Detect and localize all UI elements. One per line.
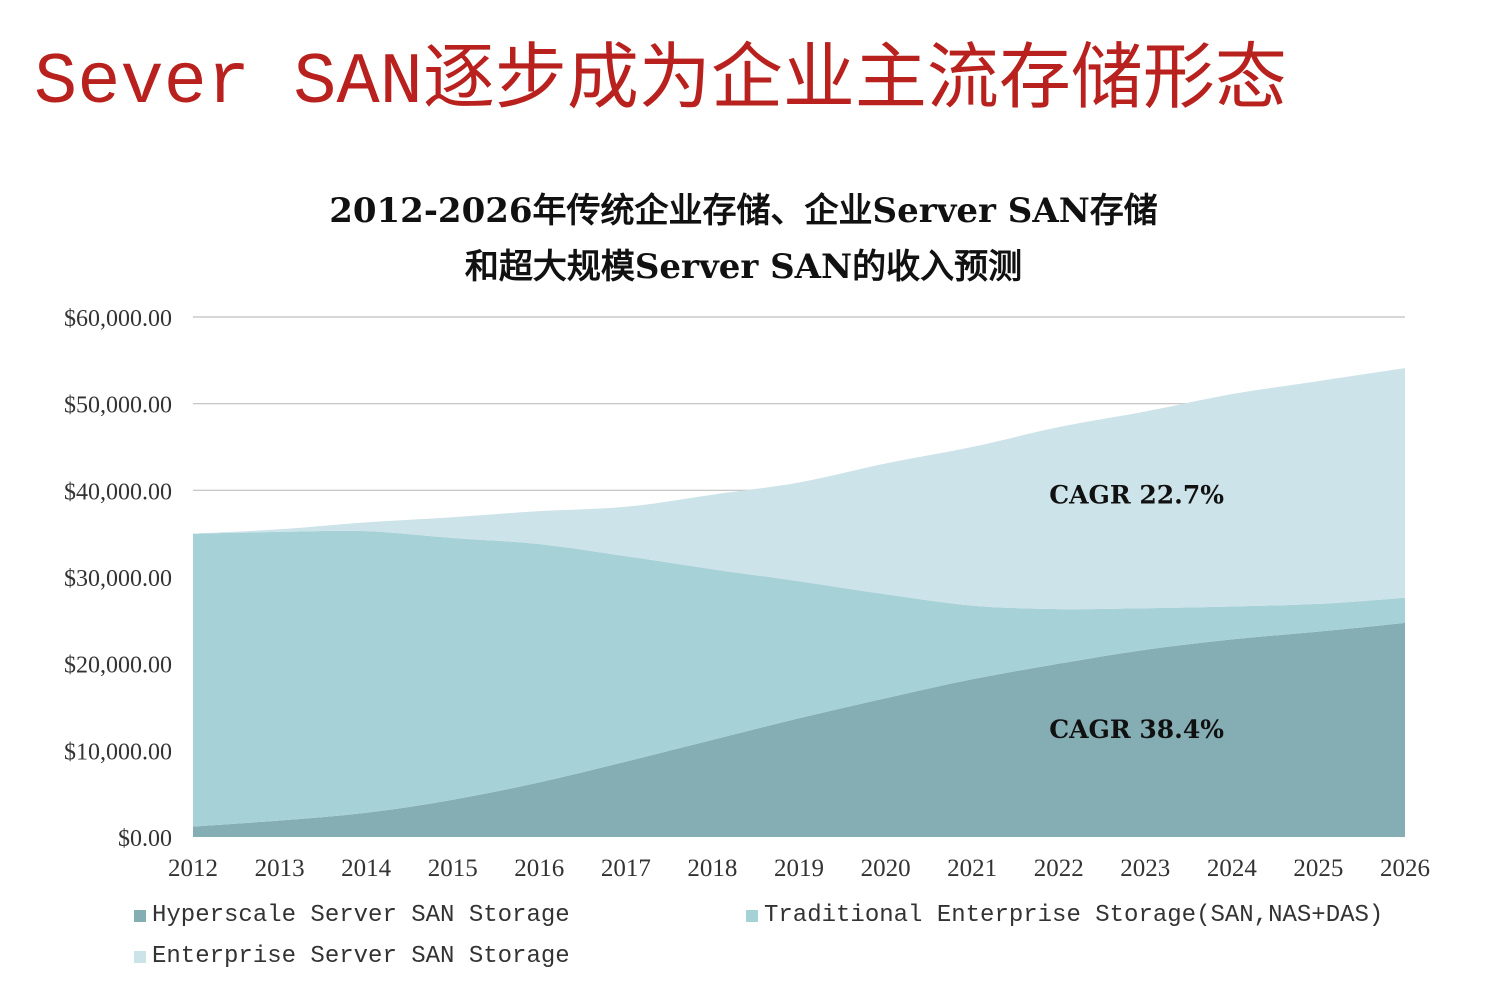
- x-tick-label: 2022: [1034, 855, 1084, 882]
- x-tick-label: 2018: [687, 855, 737, 882]
- legend-item-hyperscale: Hyperscale Server SAN Storage: [134, 902, 570, 929]
- legend-label-hyperscale: Hyperscale Server SAN Storage: [152, 902, 570, 929]
- legend-swatch-enterprise: [134, 950, 146, 963]
- area-enterprise: [193, 368, 1405, 610]
- y-tick-label: $20,000.00: [64, 653, 172, 679]
- area-hyperscale: [193, 622, 1405, 837]
- chart-title-line2: 和超大规模Server SAN的收入预测: [464, 247, 1023, 287]
- x-tick-label: 2021: [947, 855, 997, 882]
- x-tick-label: 2023: [1120, 855, 1170, 882]
- x-tick-label: 2017: [601, 855, 651, 882]
- x-tick-label: 2024: [1207, 855, 1258, 882]
- area-traditional: [193, 530, 1405, 827]
- y-tick-label: $10,000.00: [64, 739, 172, 765]
- x-tick-label: 2020: [861, 855, 911, 882]
- cagr-annotation: CAGR 38.4%: [1049, 715, 1224, 744]
- legend-item-enterprise: Enterprise Server SAN Storage: [134, 943, 570, 970]
- x-tick-label: 2025: [1293, 855, 1343, 882]
- legend-swatch-traditional: [746, 909, 758, 922]
- x-tick-label: 2016: [514, 855, 564, 882]
- x-tick-label: 2014: [341, 855, 392, 882]
- legend-label-enterprise: Enterprise Server SAN Storage: [152, 943, 570, 970]
- legend-swatch-hyperscale: [134, 909, 146, 922]
- x-tick-label: 2026: [1380, 855, 1430, 882]
- legend-label-traditional: Traditional Enterprise Storage(SAN,NAS+D…: [764, 902, 1384, 929]
- cagr-annotation: CAGR 22.7%: [1049, 480, 1224, 509]
- x-tick-label: 2013: [255, 855, 305, 882]
- legend-item-traditional: Traditional Enterprise Storage(SAN,NAS+D…: [746, 902, 1383, 929]
- chart-title-line1: 2012-2026年传统企业存储、企业Server SAN存储: [329, 191, 1158, 231]
- x-tick-label: 2012: [168, 855, 218, 882]
- y-tick-label: $50,000.00: [64, 393, 172, 419]
- y-tick-label: $60,000.00: [64, 306, 172, 332]
- y-tick-label: $30,000.00: [64, 566, 172, 592]
- x-tick-label: 2015: [428, 855, 478, 882]
- y-tick-label: $0.00: [118, 826, 172, 852]
- x-tick-label: 2019: [774, 855, 824, 882]
- slide-title: Sever SAN逐步成为企业主流存储形态: [34, 42, 1287, 124]
- y-tick-label: $40,000.00: [64, 479, 172, 505]
